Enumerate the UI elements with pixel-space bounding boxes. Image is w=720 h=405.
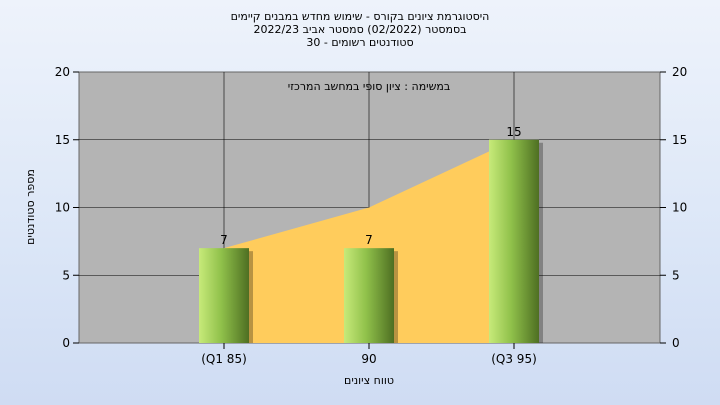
bar [489,139,539,343]
x-tick-label: (Q3 95) [491,352,537,366]
chart-annotation: במשימה : ציון סופי במחשב המרכזי [288,80,451,93]
chart-subtitle-semester: בסמסטר (02/2022) סמסטר אביב 2022/23 [253,23,467,36]
y-tick-label-right: 10 [672,201,687,215]
y-tick-label-left: 5 [62,268,70,282]
y-axis-left: 0 5 10 15 20 [55,65,79,350]
bar-value-label: 15 [506,125,521,139]
bars: 7 7 15 [199,125,543,343]
y-tick-label-right: 5 [672,268,680,282]
chart-titles: היסטוגרמת ציונים בקורס - שימוש מחדש במבנ… [0,10,720,49]
bar [344,248,394,343]
y-tick-label-right: 0 [672,336,680,350]
y-tick-label-right: 20 [672,65,687,79]
bar-value-label: 7 [220,233,228,247]
y-axis-right: 0 5 10 15 20 [660,65,687,350]
x-axis: (Q1 85) 90 (Q3 95) [201,343,537,366]
y-tick-label-right: 15 [672,133,687,147]
bar [199,248,249,343]
x-axis-label: טווח ציונים [344,374,394,387]
y-tick-label-left: 10 [55,201,70,215]
chart-title: היסטוגרמת ציונים בקורס - שימוש מחדש במבנ… [230,10,490,23]
x-tick-label: (Q1 85) [201,352,247,366]
y-tick-label-left: 0 [62,336,70,350]
cumulative-area [224,139,514,343]
y-axis-label: מספר סטודנטים [24,169,37,245]
y-tick-label-left: 15 [55,133,70,147]
bar-value-label: 7 [365,233,373,247]
x-tick-label: 90 [361,352,376,366]
y-tick-label-left: 20 [55,65,70,79]
chart-subtitle-students: סטודנטים רשומים - 30 [306,36,414,49]
